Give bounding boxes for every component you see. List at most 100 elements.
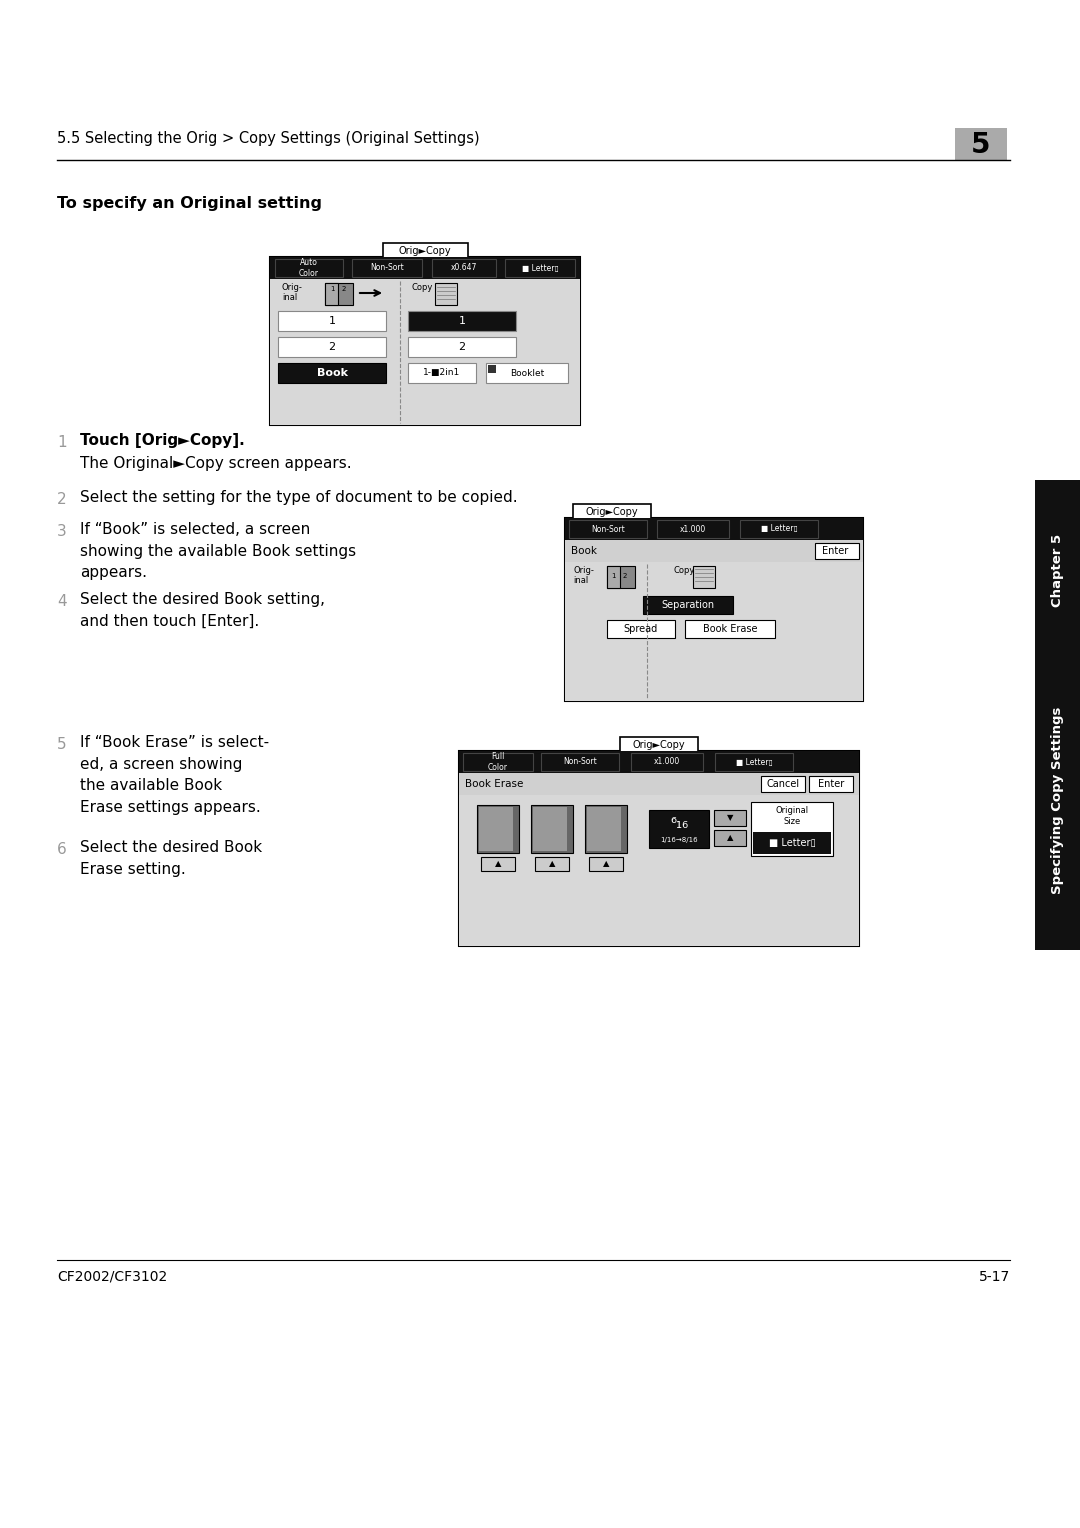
Text: 3: 3	[57, 524, 67, 539]
Text: Copy: Copy	[411, 283, 433, 292]
Text: Select the desired Book setting,
and then touch [Enter].: Select the desired Book setting, and the…	[80, 591, 325, 628]
Text: Select the desired Book
Erase setting.: Select the desired Book Erase setting.	[80, 840, 262, 877]
Text: x0.647: x0.647	[450, 263, 477, 272]
Text: x1.000: x1.000	[653, 758, 680, 767]
Bar	[607, 565, 635, 588]
Text: ■ Letter▯: ■ Letter▯	[760, 524, 797, 533]
Bar	[270, 257, 580, 280]
Text: 2: 2	[341, 286, 347, 292]
Bar	[714, 810, 746, 827]
Bar	[535, 857, 569, 871]
Text: Cancel: Cancel	[767, 779, 799, 788]
Text: 4: 4	[57, 594, 67, 610]
Text: Specifying Copy Settings: Specifying Copy Settings	[1051, 706, 1064, 894]
Text: ■ Letter▯: ■ Letter▯	[735, 758, 772, 767]
Bar	[620, 736, 698, 753]
Text: Orig►Copy: Orig►Copy	[585, 507, 638, 516]
Text: 1-■2in1: 1-■2in1	[423, 368, 461, 377]
Text: ▲: ▲	[495, 859, 501, 868]
Bar	[459, 750, 859, 773]
Bar	[740, 520, 818, 538]
Text: ▲: ▲	[549, 859, 555, 868]
Bar	[278, 312, 386, 332]
Bar	[505, 260, 575, 277]
Text: Non-Sort: Non-Sort	[563, 758, 597, 767]
Text: Chapter 5: Chapter 5	[1051, 533, 1064, 607]
Bar	[607, 565, 620, 588]
Text: 2: 2	[623, 573, 627, 579]
Bar	[589, 857, 623, 871]
Bar	[270, 257, 580, 425]
Bar	[685, 620, 775, 639]
Text: 1: 1	[329, 286, 334, 292]
Bar	[815, 542, 859, 559]
Text: 6: 6	[57, 842, 67, 857]
Bar	[459, 795, 859, 946]
Bar	[588, 807, 621, 851]
Text: ▲: ▲	[603, 859, 609, 868]
Bar	[278, 364, 386, 384]
Text: Book: Book	[571, 545, 597, 556]
Text: x1.000: x1.000	[680, 524, 706, 533]
Text: 5: 5	[57, 736, 67, 752]
Bar	[408, 364, 476, 384]
Bar	[477, 805, 519, 853]
Text: CF2002/CF3102: CF2002/CF3102	[57, 1270, 167, 1284]
Text: Booklet: Booklet	[510, 368, 544, 377]
Bar	[753, 833, 831, 854]
Bar	[631, 753, 703, 772]
Bar	[955, 128, 1007, 160]
Text: Enter: Enter	[818, 779, 845, 788]
Bar	[352, 260, 422, 277]
Bar	[278, 338, 386, 358]
Bar	[383, 243, 468, 260]
Text: 2: 2	[458, 342, 465, 351]
Bar	[534, 807, 567, 851]
Bar	[657, 520, 729, 538]
Bar	[459, 750, 859, 946]
Text: 5-17: 5-17	[978, 1270, 1010, 1284]
Text: Book: Book	[316, 368, 348, 377]
Bar	[541, 753, 619, 772]
Bar	[714, 830, 746, 847]
Bar	[459, 773, 859, 795]
Text: Auto
Color: Auto Color	[299, 258, 319, 278]
Text: 2: 2	[57, 492, 67, 507]
Bar	[1035, 480, 1080, 950]
Text: Book Erase: Book Erase	[465, 779, 524, 788]
Text: Non-Sort: Non-Sort	[370, 263, 404, 272]
Bar	[715, 753, 793, 772]
Bar	[751, 802, 833, 856]
Bar	[573, 504, 651, 520]
Text: ▼: ▼	[727, 813, 733, 822]
Text: If “Book Erase” is select-
ed, a screen showing
the available Book
Erase setting: If “Book Erase” is select- ed, a screen …	[80, 735, 269, 814]
Text: ■ Letter▯: ■ Letter▯	[522, 263, 558, 272]
Bar	[408, 338, 516, 358]
Text: 5: 5	[971, 131, 990, 159]
Bar	[643, 596, 733, 614]
Text: Original
Size: Original Size	[775, 807, 809, 825]
Bar	[325, 283, 353, 306]
Text: ⁶₁₆: ⁶₁₆	[670, 816, 688, 831]
Bar	[486, 364, 568, 384]
Text: Enter: Enter	[822, 545, 848, 556]
Text: ■ Letter▯: ■ Letter▯	[769, 837, 815, 848]
Bar	[565, 562, 863, 701]
Text: Book Erase: Book Erase	[703, 623, 757, 634]
Bar	[569, 520, 647, 538]
Text: Touch [Orig►Copy].: Touch [Orig►Copy].	[80, 432, 245, 448]
Text: 1: 1	[328, 316, 336, 325]
Bar	[565, 539, 863, 562]
Text: 1: 1	[57, 435, 67, 451]
Text: 1: 1	[611, 573, 616, 579]
Bar	[565, 518, 863, 539]
Text: 1: 1	[459, 316, 465, 325]
Bar	[531, 805, 573, 853]
Bar	[565, 518, 863, 701]
Text: Orig-
inal: Orig- inal	[282, 283, 302, 303]
Bar	[408, 312, 516, 332]
Text: Copy: Copy	[673, 565, 694, 575]
Bar	[432, 260, 496, 277]
Text: ▲: ▲	[727, 833, 733, 842]
Text: 1/16→8/16: 1/16→8/16	[660, 837, 698, 843]
